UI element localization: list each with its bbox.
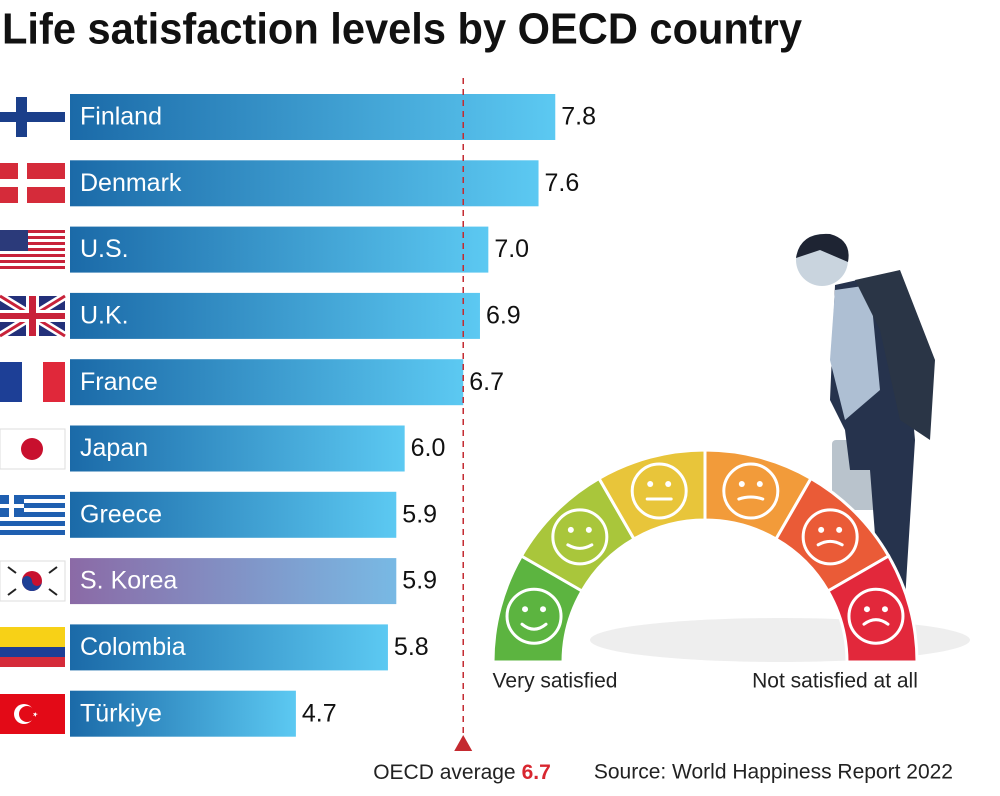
value-label: 6.7 xyxy=(469,368,504,396)
face xyxy=(630,462,688,520)
category-label: France xyxy=(80,368,158,396)
face-mouth xyxy=(862,618,890,626)
face-eye xyxy=(585,526,592,533)
face xyxy=(505,587,563,645)
face-eye xyxy=(522,606,529,613)
value-label: 5.9 xyxy=(402,500,437,528)
flags xyxy=(0,97,68,734)
category-label: Denmark xyxy=(80,169,182,197)
face xyxy=(722,462,780,520)
face-eye xyxy=(738,481,745,488)
value-label: 6.0 xyxy=(411,434,446,462)
value-label: 5.9 xyxy=(402,567,437,595)
face-eye xyxy=(647,481,654,488)
face-eye xyxy=(881,606,888,613)
gauge-label-left: Very satisfied xyxy=(493,670,618,693)
bar xyxy=(70,226,489,273)
bar xyxy=(70,292,480,339)
reference-value: 6.7 xyxy=(522,761,551,784)
bars: Finland 7.8 Denmark 7.6 U.S. 7.0 U.K. 6.9 France… xyxy=(70,78,596,784)
face-eye xyxy=(567,526,574,533)
reference-label: OECD average xyxy=(373,761,515,784)
bar xyxy=(70,425,405,472)
value-label: 7.0 xyxy=(494,235,529,263)
category-label: Japan xyxy=(80,434,148,462)
chart-title: Life satisfaction levels by OECD country xyxy=(2,5,802,54)
illustration xyxy=(590,233,970,662)
category-label: Türkiye xyxy=(80,699,162,727)
category-label: Greece xyxy=(80,500,162,528)
face-eye xyxy=(818,526,825,533)
face-eye xyxy=(540,606,547,613)
face-eye xyxy=(665,481,672,488)
bar xyxy=(70,160,539,207)
bar xyxy=(70,359,464,406)
face xyxy=(801,508,859,566)
face-mouth xyxy=(520,622,548,631)
category-label: U.K. xyxy=(80,302,129,330)
category-label: Colombia xyxy=(80,633,186,661)
satisfaction-gauge: Very satisfied Not satisfied at all xyxy=(491,448,919,693)
face-mouth xyxy=(816,539,844,547)
reference-text: OECD average 6.7 xyxy=(373,761,551,784)
category-label: S. Korea xyxy=(80,567,177,595)
bar xyxy=(70,94,556,140)
face-eye xyxy=(756,481,763,488)
category-label: U.S. xyxy=(80,235,129,263)
value-label: 7.6 xyxy=(545,169,580,197)
face xyxy=(847,587,905,645)
face-eye xyxy=(836,526,843,533)
reference-marker xyxy=(454,735,473,751)
value-label: 6.9 xyxy=(486,302,521,330)
bar xyxy=(70,558,397,605)
category-label: Finland xyxy=(80,103,162,131)
value-label: 4.7 xyxy=(302,699,337,727)
bar xyxy=(70,624,388,671)
face-eye xyxy=(863,606,870,613)
face xyxy=(551,508,609,566)
face-mouth xyxy=(737,495,765,501)
source: Source: World Happiness Report 2022 xyxy=(594,761,953,784)
face-mouth xyxy=(566,543,594,550)
value-label: 7.8 xyxy=(561,103,596,131)
bar xyxy=(70,491,397,538)
gauge-label-right: Not satisfied at all xyxy=(752,670,918,693)
value-label: 5.8 xyxy=(394,633,429,661)
bar xyxy=(70,690,296,737)
